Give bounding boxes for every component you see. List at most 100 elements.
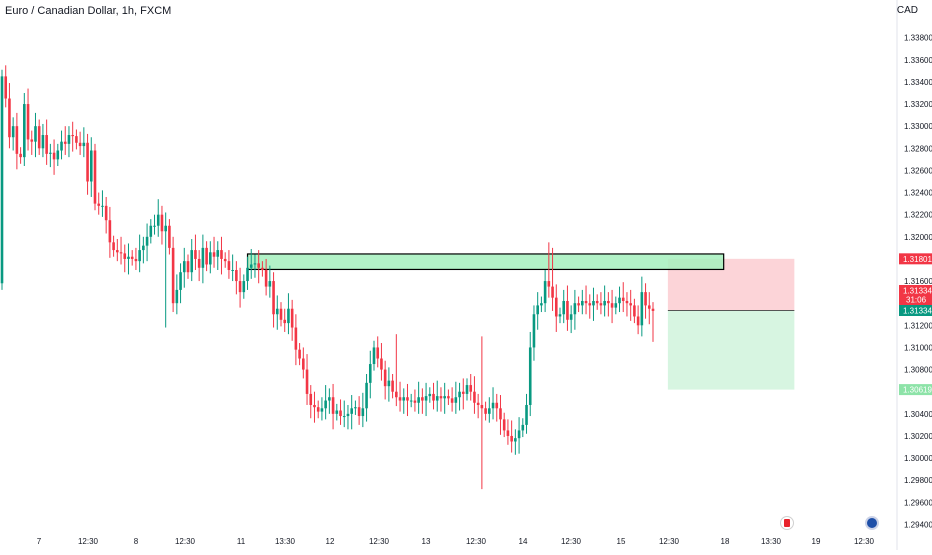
candle-body [149, 225, 153, 237]
candle-body [391, 380, 394, 392]
candle-body [227, 261, 231, 270]
time-tick-label: 12:30 [175, 537, 196, 546]
candle-body [238, 281, 242, 293]
time-tick-label: 13 [422, 537, 431, 546]
candle-body [201, 247, 205, 268]
candle-body [190, 250, 194, 273]
candle-body [197, 258, 201, 268]
candle-body [592, 300, 595, 306]
candle-body [521, 424, 525, 431]
candle-body [264, 270, 268, 287]
candles-layer [0, 65, 655, 490]
candle-body [595, 300, 599, 304]
candle-body [525, 404, 528, 425]
candle-body [346, 413, 350, 417]
candle-body [104, 205, 108, 221]
candle-body [331, 397, 335, 414]
candle-body [406, 397, 409, 401]
time-tick-label: 12 [326, 537, 335, 546]
candle-body [134, 258, 138, 262]
price-tick-label: 1.31200 [904, 321, 932, 330]
candle-body [26, 104, 30, 140]
candle-body [268, 281, 272, 287]
price-axis[interactable]: 1.33800 1.33600 1.33400 1.33200 1.33000 1.328… [896, 0, 932, 550]
candle-body [380, 358, 383, 370]
time-tick-label: 12:30 [659, 537, 680, 546]
target-label-tag [899, 384, 932, 396]
candle-body [272, 281, 275, 315]
time-axis[interactable]: 7 12:30 8 12:30 11 13:30 12 12:30 13 12:30 14 12:30… [37, 537, 875, 546]
candle-body [447, 396, 450, 399]
candle-body [387, 380, 391, 387]
candle-body [361, 408, 365, 417]
candle-body [368, 364, 372, 383]
candle-body [116, 250, 119, 253]
price-tick-label: 1.31000 [904, 343, 932, 352]
candle-body [231, 270, 234, 271]
candle-body [640, 292, 644, 326]
eu-flag-icon[interactable] [865, 516, 879, 530]
candle-body [536, 305, 539, 315]
candle-body [357, 407, 361, 417]
candle-body [417, 397, 420, 403]
candle-body [532, 314, 536, 348]
candle-body [15, 126, 19, 154]
candle-body [376, 347, 380, 359]
price-tick-label: 1.32600 [904, 166, 932, 175]
time-tick-label: 13:30 [761, 537, 782, 546]
candle-body [517, 430, 521, 439]
canada-flag-icon[interactable] [780, 516, 794, 530]
candle-body [350, 408, 353, 414]
candle-body [194, 250, 197, 259]
price-tick-label: 1.30000 [904, 454, 932, 463]
take-profit-area[interactable] [667, 310, 795, 390]
candle-body [629, 303, 632, 306]
candle-body [235, 270, 238, 282]
candle-body [171, 247, 175, 304]
supply-zone-rectangle[interactable] [246, 253, 725, 271]
candle-body [156, 214, 160, 226]
candle-body [220, 250, 223, 259]
candle-body [0, 76, 4, 284]
candle-body [514, 438, 517, 442]
candle-body [153, 225, 156, 227]
candle-body [309, 393, 313, 405]
candle-body [633, 305, 636, 317]
candle-body [614, 303, 618, 308]
candle-body [275, 308, 279, 315]
candle-body [647, 305, 651, 309]
candle-body [164, 225, 167, 232]
candle-body [458, 391, 461, 398]
drawing-layer[interactable] [246, 253, 795, 390]
candle-body [450, 398, 454, 403]
last-price-label-tag [899, 284, 932, 305]
candle-body [328, 397, 331, 401]
price-tick-label: 1.30200 [904, 432, 932, 441]
candle-body [461, 391, 465, 394]
time-tick-label: 12:30 [78, 537, 99, 546]
currency-label: CAD [896, 5, 918, 16]
candle-body [443, 396, 446, 399]
candle-body [543, 281, 547, 304]
candle-body [37, 126, 41, 149]
candle-body [588, 303, 592, 306]
symbol-title[interactable]: Euro / Canadian Dollar, 1h, FXCM [5, 5, 172, 17]
candle-body [540, 303, 543, 306]
candle-body [365, 382, 368, 409]
candle-body [502, 419, 506, 431]
candle-body [476, 402, 480, 405]
candle-body [175, 289, 179, 304]
time-tick-label: 7 [37, 537, 42, 546]
candle-body [130, 256, 134, 259]
candle-body [298, 349, 301, 359]
time-tick-label: 15 [617, 537, 626, 546]
candle-body [142, 245, 145, 251]
candle-body [342, 416, 346, 418]
candle-body [335, 410, 339, 414]
candle-body [294, 327, 298, 350]
time-tick-label: 12:30 [561, 537, 582, 546]
candle-body [465, 385, 469, 394]
candle-body [11, 126, 15, 138]
